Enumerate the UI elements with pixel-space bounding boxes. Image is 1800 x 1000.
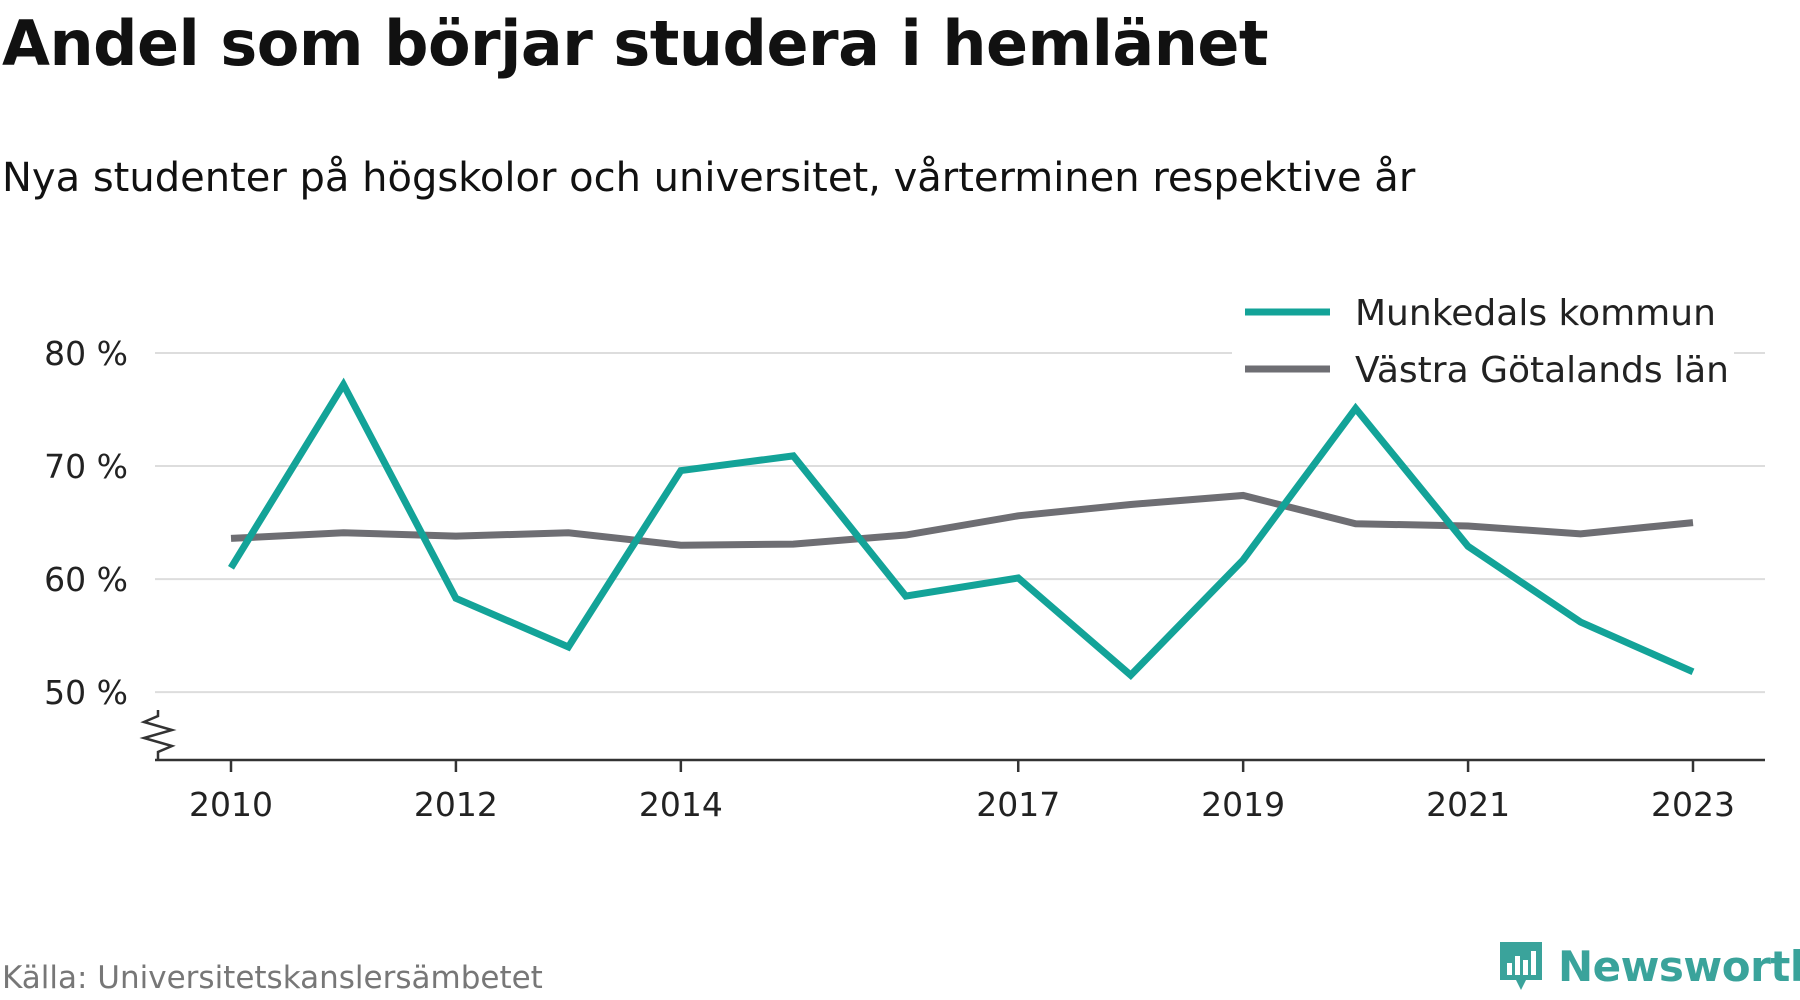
x-tick-label: 2014 [639,785,723,824]
legend-background [1232,285,1734,391]
source-note: Källa: Universitetskanslersämbetet [2,960,543,996]
x-tick-label: 2019 [1201,785,1285,824]
axis-break-marker [139,710,177,760]
brand-logo[interactable]: Newsworthy [1496,938,1800,994]
chart-title: Andel som börjar studera i hemlänet [2,7,1269,80]
y-tick-label: 70 % [44,447,128,486]
brand-name: Newsworthy [1558,941,1800,991]
chart-subtitle: Nya studenter på högskolor och universit… [2,155,1416,201]
y-tick-label: 60 % [44,560,128,599]
series-line [230,491,1694,549]
newsworthy-logo-icon [1500,942,1542,990]
y-tick-label: 50 % [44,673,128,712]
y-tick-label: 80 % [44,334,128,373]
series-line [228,377,1695,681]
legend-label: Västra Götalands län [1355,350,1729,391]
legend: Munkedals kommun Västra Götalands län [1232,285,1734,391]
x-axis [139,710,1765,762]
series-lines [228,377,1695,681]
x-tick-label: 2010 [189,785,273,824]
x-tick-label: 2023 [1651,785,1735,824]
x-tick-label: 2017 [976,785,1060,824]
x-axis-ticks: 2010 2012 2014 2017 2019 2021 2023 [189,760,1735,824]
y-axis-ticks: 50 % 60 % 70 % 80 % [44,334,128,712]
legend-label: Munkedals kommun [1355,293,1716,334]
x-tick-label: 2012 [414,785,498,824]
x-tick-label: 2021 [1426,785,1510,824]
